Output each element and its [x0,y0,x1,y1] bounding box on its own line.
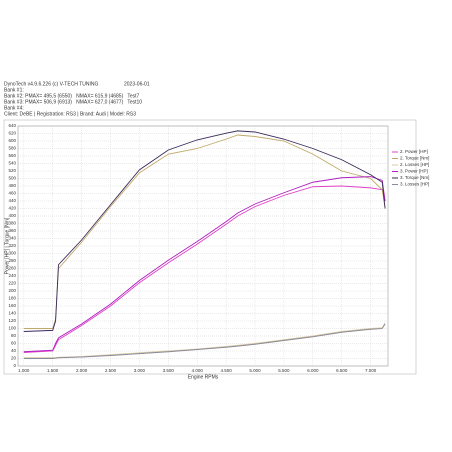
y-tick-label: 440 [8,198,16,203]
legend-label: 2. Torque [Nm] [400,156,429,161]
legend-label: 2. Losses [HP] [400,162,429,167]
y-tick-label: 540 [8,161,16,166]
series-line [23,185,386,353]
y-tick-label: 560 [8,153,16,158]
y-tick-label: 580 [8,146,16,151]
y-tick-label: 20 [11,356,17,361]
x-tick-label: 3.000 [134,368,146,373]
header-line: Bank #4: [4,105,24,111]
x-tick-label: 3.500 [163,368,175,373]
y-tick-label: 420 [8,206,16,211]
y-tick-label: 320 [8,243,16,248]
legend-label: 3. Losses [HP] [400,182,429,187]
y-tick-label: 220 [8,281,16,286]
header-line: Bank #3: PMAX= 506,9 (6913) NMAX= 627,0 … [4,99,142,105]
series-line [23,130,386,332]
y-tick-label: 80 [11,333,17,338]
y-tick-label: 180 [8,296,16,301]
header-line: Client: DeBE | Registration: RS3 | Brand… [4,111,136,117]
y-tick-label: 260 [8,266,16,271]
y-tick-label: 160 [8,303,16,308]
x-tick-label: 5.500 [278,368,290,373]
y-tick-label: 300 [8,251,16,256]
y-tick-label: 200 [8,288,16,293]
date: 2023-06-01 [124,81,150,87]
y-tick-label: 620 [8,131,16,136]
y-tick-label: 0 [13,363,16,368]
y-tick-label: 120 [8,318,16,323]
series-line [23,176,386,353]
y-tick-label: 240 [8,273,16,278]
y-tick-label: 340 [8,236,16,241]
y-tick-label: 480 [8,183,16,188]
plot-area [17,125,389,367]
x-tick-label: 7.000 [365,368,377,373]
legend-label: 3. Torque [Nm] [400,175,429,180]
x-tick-label: 6.000 [307,368,319,373]
y-tick-label: 500 [8,176,16,181]
y-tick-label: 40 [11,348,17,353]
x-tick-label: 4.000 [192,368,204,373]
x-tick-label: 2.500 [105,368,117,373]
y-tick-label: 460 [8,191,16,196]
x-tick-label: 1.000 [18,368,30,373]
header-line: Bank #1: [4,87,24,93]
software-title: DynoTech v4.9.6.226 (c) V-TECH TUNING [4,81,98,87]
y-tick-label: 100 [8,326,16,331]
y-axis-label: Power [HP] | Torque [Nm] [4,217,10,274]
y-tick-label: 280 [8,258,16,263]
x-tick-label: 4.500 [220,368,232,373]
y-tick-label: 520 [8,168,16,173]
legend-label: 3. Power [HP] [400,169,428,174]
x-tick-label: 2.000 [76,368,88,373]
header-line: Bank #2: PMAX= 495,5 (6550) NMAX= 615,9 … [4,93,139,99]
y-tick-label: 640 [8,123,16,128]
y-tick-label: 360 [8,228,16,233]
chart-frame [3,119,417,375]
series-line [23,323,386,359]
x-tick-label: 1.500 [47,368,59,373]
x-tick-label: 6.500 [336,368,348,373]
x-tick-label: 5.000 [249,368,261,373]
y-tick-label: 60 [11,341,17,346]
legend-label: 2. Power [HP] [400,149,428,154]
x-axis-label: Engine RPMs [188,374,219,380]
y-tick-label: 600 [8,138,16,143]
y-tick-label: 400 [8,213,16,218]
y-tick-label: 140 [8,311,16,316]
y-tick-label: 380 [8,221,16,226]
